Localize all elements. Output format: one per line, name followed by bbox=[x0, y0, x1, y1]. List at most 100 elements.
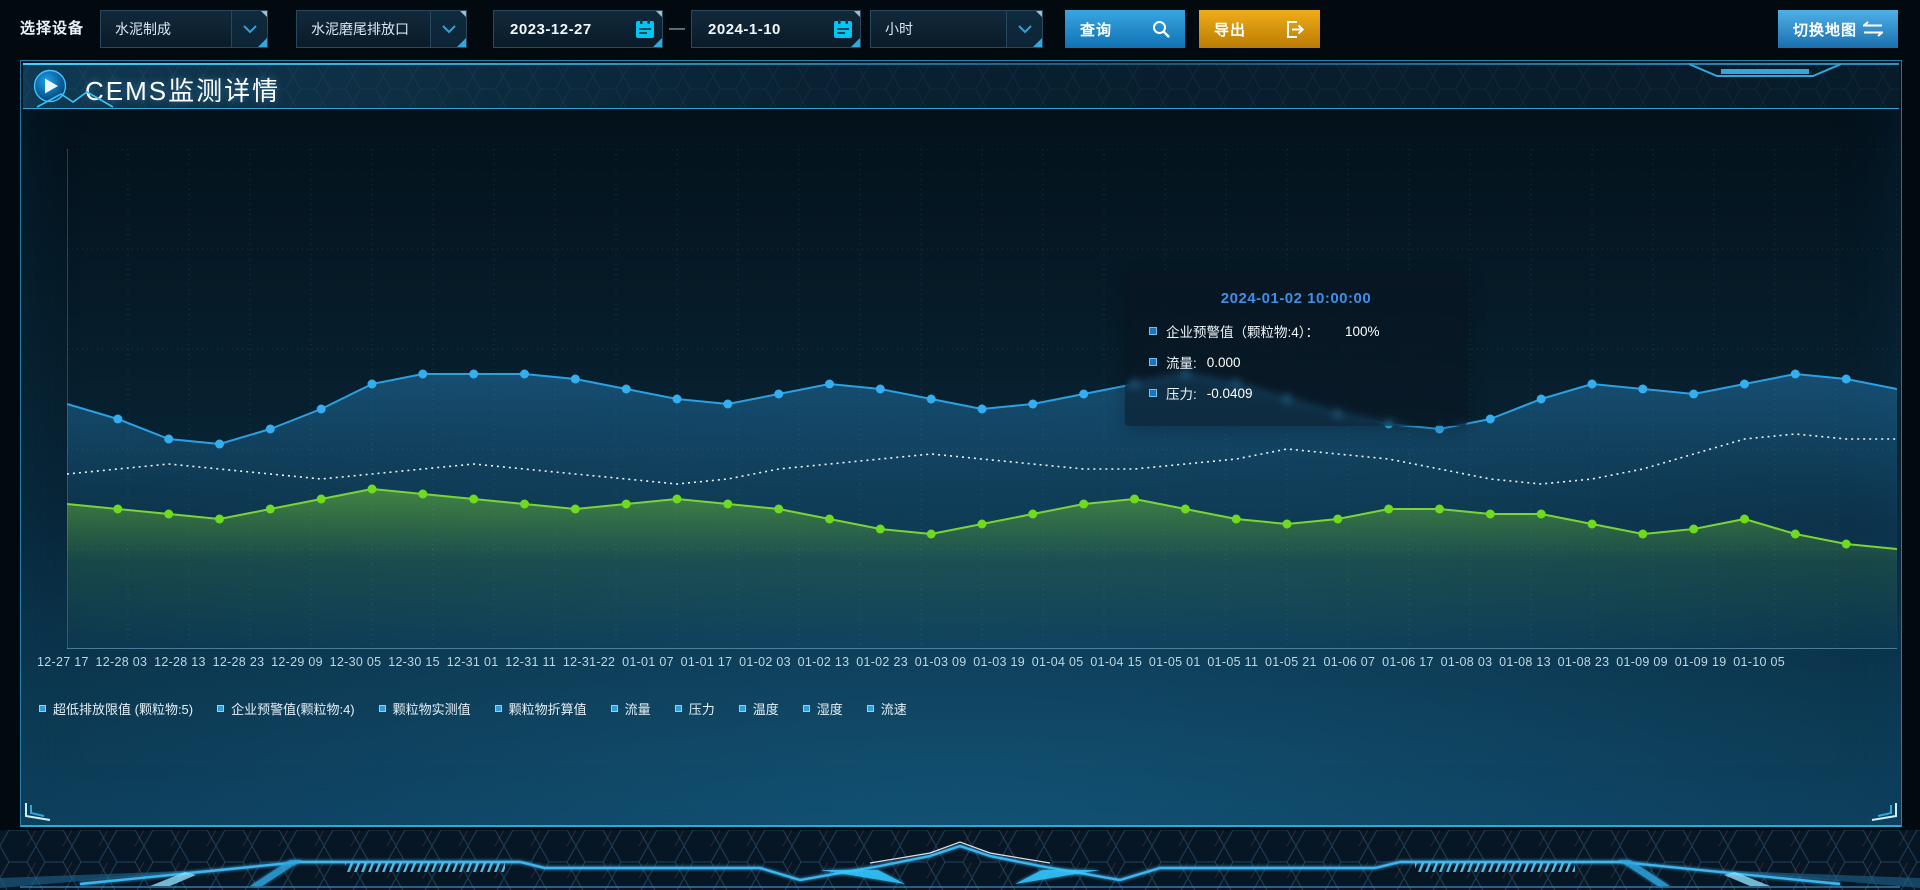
end-date-value: 2024-1-10 bbox=[708, 20, 781, 38]
x-axis-label: 01-03 09 bbox=[914, 655, 967, 669]
x-axis-label: 01-04 15 bbox=[1090, 655, 1143, 669]
legend-item[interactable]: 湿度 bbox=[802, 699, 843, 718]
legend-marker-icon bbox=[217, 705, 225, 712]
x-axis-label: 01-08 03 bbox=[1440, 655, 1493, 669]
interval-select[interactable]: 小时 bbox=[870, 10, 1044, 48]
top-toolbar: 选择设备 水泥制成 水泥磨尾排放口 2023-12-27 — 2024-1-10 bbox=[0, 0, 1920, 56]
x-axis-labels: 12-27 17 12-28 03 12-28 13 12-28 23 12-29 09… bbox=[37, 655, 1785, 669]
end-date-picker[interactable]: 2024-1-10 bbox=[691, 10, 862, 48]
legend-item[interactable]: 超低排放限值 (颗粒物:5) bbox=[39, 699, 193, 718]
legend-label: 压力 bbox=[688, 702, 715, 717]
chart-tooltip: 2024-01-02 10:00:00 企业预警值（颗粒物:4）： 100% 流… bbox=[1125, 274, 1467, 426]
series-marker-icon bbox=[1149, 327, 1157, 335]
legend-marker-icon bbox=[610, 705, 618, 712]
x-axis-label: 01-01 07 bbox=[622, 655, 674, 669]
query-button[interactable]: 查询 bbox=[1065, 10, 1186, 48]
series-marker-icon bbox=[1149, 389, 1157, 397]
tooltip-row: 压力: -0.0409 bbox=[1149, 383, 1443, 403]
device-select[interactable]: 水泥制成 bbox=[100, 10, 269, 48]
x-axis-label: 01-09 19 bbox=[1674, 655, 1727, 669]
x-axis-label: 12-28 13 bbox=[154, 655, 206, 669]
calendar-icon[interactable] bbox=[826, 11, 860, 47]
x-axis-label: 12-29 09 bbox=[271, 655, 323, 669]
legend-item[interactable]: 温度 bbox=[738, 699, 779, 718]
query-button-label: 查询 bbox=[1080, 21, 1113, 39]
legend-label: 湿度 bbox=[816, 702, 843, 717]
x-axis-label: 12-28 03 bbox=[95, 655, 148, 669]
tooltip-row: 企业预警值（颗粒物:4）： 100% bbox=[1149, 321, 1443, 341]
legend-marker-icon bbox=[494, 705, 502, 712]
play-icon bbox=[33, 69, 67, 103]
outlet-select-value: 水泥磨尾排放口 bbox=[311, 21, 410, 37]
legend-marker-icon bbox=[866, 705, 874, 712]
device-select-label: 选择设备 bbox=[20, 20, 85, 37]
panel-header: CEMS监测详情 bbox=[23, 63, 1899, 109]
x-axis-label: 01-08 13 bbox=[1499, 655, 1551, 669]
chevron-down-icon[interactable] bbox=[430, 11, 467, 47]
cems-detail-panel: CEMS监测详情 12-27 17 12-28 03 12-28 13 12-28 2… bbox=[20, 60, 1902, 827]
start-date-value: 2023-12-27 bbox=[510, 20, 592, 38]
x-axis-label: 12-28 23 bbox=[212, 655, 265, 669]
legend-marker-icon bbox=[674, 705, 682, 712]
export-button[interactable]: 导出 bbox=[1199, 10, 1321, 48]
calendar-icon[interactable] bbox=[628, 11, 662, 47]
legend-item[interactable]: 流量 bbox=[610, 699, 651, 718]
chevron-down-icon[interactable] bbox=[231, 11, 268, 47]
x-axis-label: 01-03 19 bbox=[973, 655, 1026, 669]
date-range-separator: — bbox=[669, 20, 686, 37]
interval-select-value: 小时 bbox=[885, 21, 914, 37]
search-icon bbox=[1153, 21, 1170, 38]
x-axis-label: 01-10 05 bbox=[1733, 655, 1785, 669]
start-date-picker[interactable]: 2023-12-27 bbox=[493, 10, 664, 48]
legend: 超低排放限值 (颗粒物:5) 企业预警值(颗粒物:4) 颗粒物实测值 颗粒物折算值 流量… bbox=[39, 699, 907, 718]
x-axis-label: 01-09 09 bbox=[1616, 655, 1668, 669]
x-axis-label: 01-01 17 bbox=[680, 655, 733, 669]
x-axis-label: 01-06 07 bbox=[1323, 655, 1376, 669]
legend-label: 颗粒物实测值 bbox=[392, 702, 471, 717]
legend-marker-icon bbox=[39, 705, 46, 712]
x-axis-label: 12-30 15 bbox=[388, 655, 440, 669]
x-axis-label: 01-05 21 bbox=[1265, 655, 1317, 669]
x-axis-label: 01-02 23 bbox=[856, 655, 908, 669]
x-axis-label: 01-05 01 bbox=[1148, 655, 1201, 669]
export-icon bbox=[1287, 20, 1305, 38]
legend-item[interactable]: 颗粒物折算值 bbox=[494, 699, 587, 718]
legend-label: 企业预警值(颗粒物:4) bbox=[231, 702, 355, 717]
legend-label: 流速 bbox=[880, 702, 907, 717]
zigzag-accent bbox=[37, 91, 114, 108]
x-axis-label: 12-31 01 bbox=[446, 655, 499, 669]
legend-label: 超低排放限值 (颗粒物:5) bbox=[53, 702, 194, 717]
legend-item[interactable]: 压力 bbox=[674, 699, 715, 718]
legend-label: 颗粒物折算值 bbox=[508, 702, 587, 717]
legend-item[interactable]: 颗粒物实测值 bbox=[378, 699, 471, 718]
legend-marker-icon bbox=[802, 705, 810, 712]
footer-decoration bbox=[0, 830, 1920, 890]
tooltip-title: 2024-01-02 10:00:00 bbox=[1220, 290, 1372, 307]
x-axis-label: 12-27 17 bbox=[37, 655, 89, 669]
x-axis-label: 01-05 11 bbox=[1207, 655, 1259, 669]
switch-map-label: 切换地图 bbox=[1793, 21, 1858, 39]
corner-accent bbox=[1871, 803, 1897, 821]
panel-title: CEMS监测详情 bbox=[85, 76, 281, 106]
legend-marker-icon bbox=[738, 705, 746, 712]
x-axis-label: 12-31-22 bbox=[562, 655, 616, 669]
legend-item[interactable]: 企业预警值(颗粒物:4) bbox=[217, 699, 355, 718]
switch-map-button[interactable]: 切换地图 bbox=[1778, 10, 1898, 48]
legend-marker-icon bbox=[378, 705, 386, 712]
legend-label: 流量 bbox=[624, 702, 651, 717]
hexagon-pattern bbox=[23, 63, 1899, 108]
export-button-label: 导出 bbox=[1214, 21, 1247, 39]
swap-arrows-icon bbox=[1863, 21, 1883, 37]
legend-item[interactable]: 流速 bbox=[866, 699, 907, 718]
x-axis-label: 01-02 03 bbox=[739, 655, 791, 669]
x-axis-label: 12-31 11 bbox=[505, 655, 557, 669]
tooltip-row: 流量: 0.000 bbox=[1149, 352, 1443, 372]
chevron-down-icon[interactable] bbox=[1006, 11, 1043, 47]
chart-canvas[interactable] bbox=[67, 149, 1897, 649]
x-axis-label: 01-06 17 bbox=[1382, 655, 1434, 669]
legend-label: 温度 bbox=[752, 702, 779, 717]
x-axis-label: 01-08 23 bbox=[1557, 655, 1610, 669]
outlet-select[interactable]: 水泥磨尾排放口 bbox=[296, 10, 468, 48]
header-notch-accent bbox=[1689, 63, 1841, 77]
corner-accent bbox=[25, 803, 51, 821]
